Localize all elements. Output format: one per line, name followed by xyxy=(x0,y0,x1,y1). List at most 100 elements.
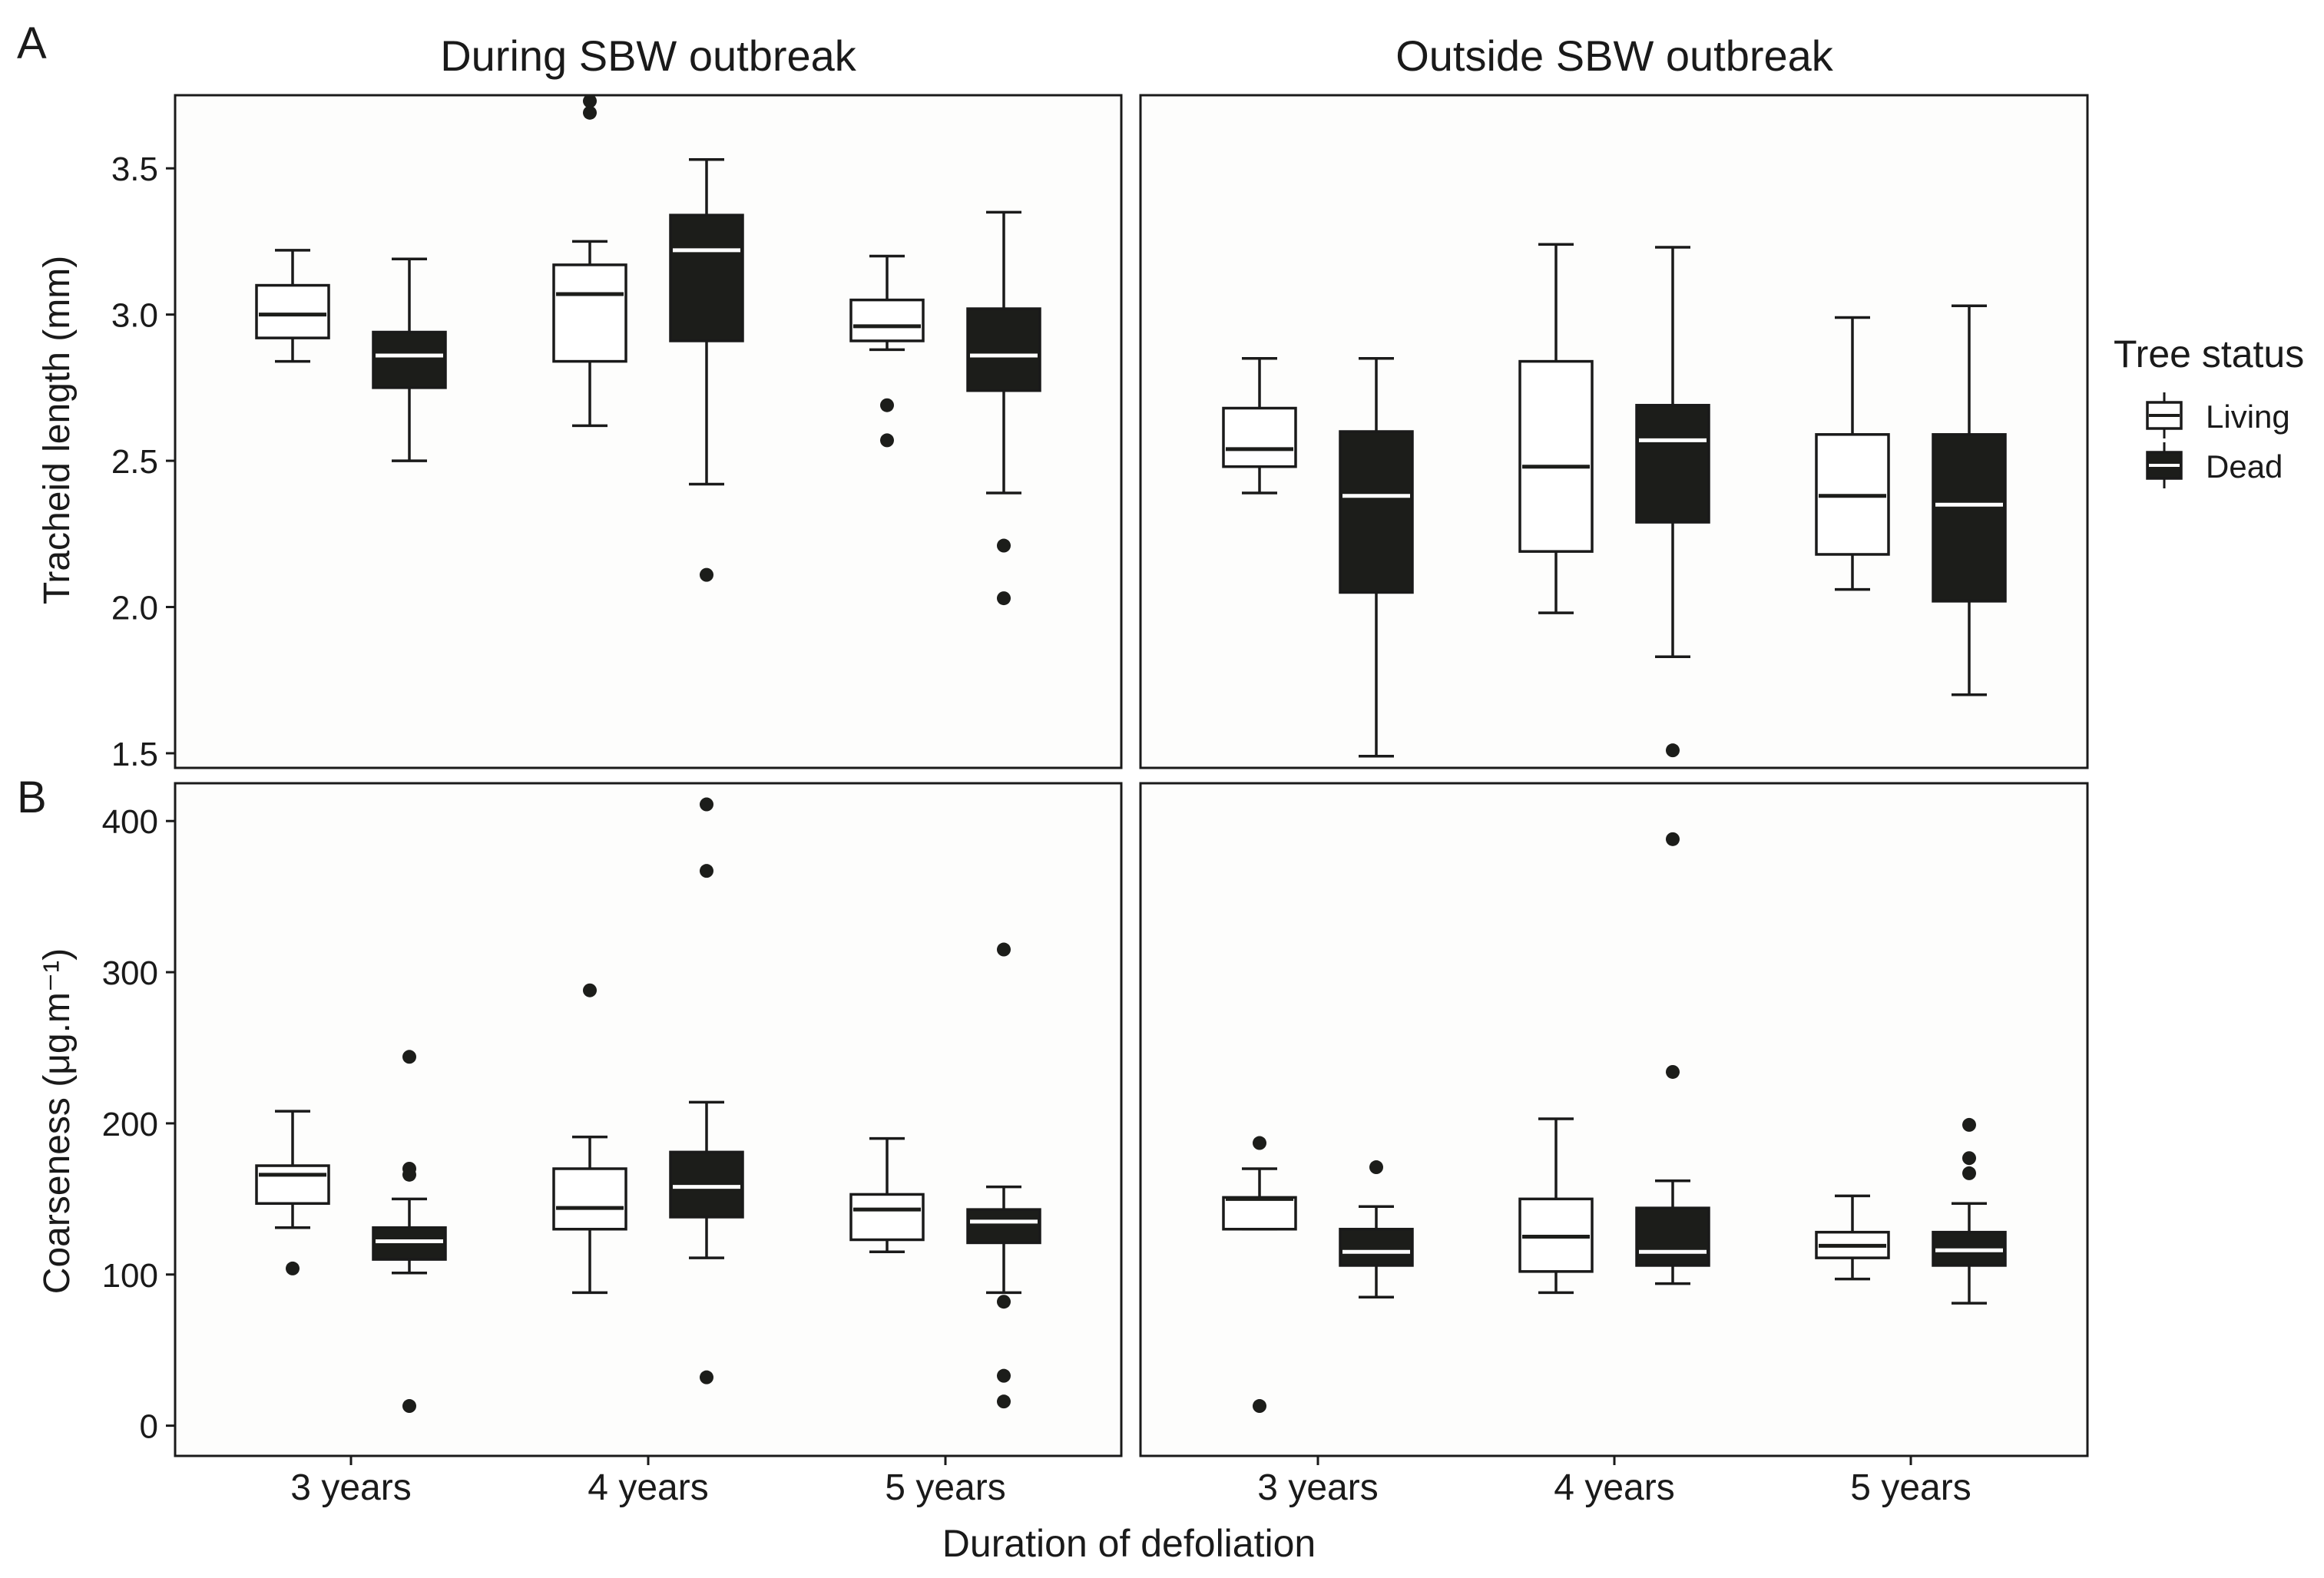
outlier-point xyxy=(1666,1064,1680,1079)
living-box-1 xyxy=(1518,243,1594,614)
y-tick-label: 100 xyxy=(102,1257,158,1295)
iqr-box xyxy=(849,1193,925,1242)
outlier-point xyxy=(997,591,1011,606)
legend-label-dead: Dead xyxy=(2206,448,2283,485)
x-tick-label: 4 years xyxy=(588,1467,708,1508)
x-tick-label: 5 years xyxy=(885,1467,1005,1508)
living-box-2 xyxy=(849,1136,925,1253)
dead-box-0 xyxy=(372,257,447,462)
outlier-point xyxy=(997,538,1011,553)
outlier-point xyxy=(997,1295,1011,1309)
iqr-box xyxy=(1222,406,1297,468)
dead-box-1 xyxy=(669,797,744,1384)
outlier-point xyxy=(700,1370,713,1384)
facet-title-outside: Outside SBW outbreak xyxy=(1395,31,1834,80)
outlier-point xyxy=(1666,743,1680,758)
y-axis-title-tracheid: Tracheid length (mm) xyxy=(37,256,78,604)
iqr-box xyxy=(1932,433,2007,603)
iqr-box xyxy=(849,298,925,342)
outlier-point xyxy=(1253,1136,1266,1150)
iqr-box xyxy=(1635,1206,1710,1267)
living-box-2 xyxy=(1815,316,1890,591)
facet-panel: 1.5 2.0 2.5 3.0 3.5 xyxy=(111,94,1123,773)
iqr-box xyxy=(372,330,447,389)
y-axis-title-coarseness: Coarseness (μg.m⁻¹) xyxy=(37,948,78,1294)
living-box-1 xyxy=(552,983,627,1295)
legend-keys xyxy=(2146,392,2183,488)
outlier-point xyxy=(402,1050,416,1064)
iqr-box xyxy=(552,263,627,363)
facet-panel: 0 100 200 300 400 xyxy=(102,782,1123,1465)
iqr-box xyxy=(552,1167,627,1231)
outlier-point xyxy=(997,1368,1011,1383)
x-tick-label: 3 years xyxy=(1257,1467,1378,1508)
facet-title-during: During SBW outbreak xyxy=(440,31,857,80)
iqr-box xyxy=(966,307,1041,392)
x-tick-label: 3 years xyxy=(290,1467,411,1508)
living-box-2 xyxy=(849,254,925,448)
outlier-point xyxy=(286,1261,300,1275)
dead-box-0 xyxy=(1339,357,1414,758)
living-box-1 xyxy=(552,94,627,428)
outlier-point xyxy=(880,398,894,412)
iqr-box xyxy=(372,1226,447,1261)
x-tick-labels: 3 years 4 years 5 years 3 years 4 years … xyxy=(290,1467,1971,1508)
living-box-2 xyxy=(1815,1194,1890,1281)
outlier-point xyxy=(1962,1166,1976,1180)
dead-box-2 xyxy=(1932,1117,2007,1305)
living-box-0 xyxy=(255,249,330,363)
plot-panels: 1.5 2.0 2.5 3.0 3.5 0 100 200 300 400 xyxy=(102,94,2089,1465)
legend-label-living: Living xyxy=(2206,399,2290,435)
iqr-box xyxy=(966,1208,1041,1245)
legend-key-dead xyxy=(2146,442,2183,488)
y-tick-label: 2.5 xyxy=(111,443,158,481)
outlier-point xyxy=(402,1161,416,1176)
dead-box-0 xyxy=(1339,1160,1414,1299)
outlier-point xyxy=(1369,1160,1383,1175)
outlier-point xyxy=(402,1399,416,1414)
y-tick-label: 3.0 xyxy=(111,297,158,335)
y-tick-label: 200 xyxy=(102,1106,158,1143)
x-tick-label: 5 years xyxy=(1850,1467,1971,1508)
living-box-0 xyxy=(255,1110,330,1275)
living-box-0 xyxy=(1222,1136,1297,1414)
outlier-point xyxy=(1962,1117,1976,1132)
dead-box-2 xyxy=(966,942,1041,1409)
legend-key-living xyxy=(2146,392,2183,438)
y-tick-label: 400 xyxy=(102,803,158,841)
iqr-box xyxy=(1635,403,1710,524)
iqr-box xyxy=(669,213,744,342)
iqr-box xyxy=(669,1150,744,1219)
outlier-point xyxy=(1253,1399,1266,1414)
legend-title: Tree status xyxy=(2114,332,2304,375)
iqr-box xyxy=(1339,1227,1414,1267)
outlier-point xyxy=(880,433,894,448)
dead-box-1 xyxy=(1635,832,1710,1285)
living-box-1 xyxy=(1518,1117,1594,1295)
outlier-point xyxy=(583,983,597,997)
outlier-point xyxy=(583,105,597,120)
y-tick-label: 0 xyxy=(140,1408,158,1446)
dead-box-2 xyxy=(1932,304,2007,696)
iqr-box xyxy=(255,283,330,339)
panel-frame xyxy=(1139,782,2089,1457)
dead-box-0 xyxy=(372,1050,447,1414)
dead-box-1 xyxy=(669,158,744,582)
panel-label-b: B xyxy=(17,772,47,822)
outlier-point xyxy=(700,864,713,878)
y-tick-label: 2.0 xyxy=(111,590,158,627)
dead-box-1 xyxy=(1635,246,1710,758)
outlier-point xyxy=(1666,832,1680,846)
panel-frame xyxy=(174,94,1123,769)
outlier-point xyxy=(700,567,713,582)
legend: Tree status Living Dead xyxy=(2114,332,2304,488)
outlier-point xyxy=(700,797,713,812)
outlier-point xyxy=(583,94,597,108)
iqr-box xyxy=(255,1164,330,1206)
iqr-box xyxy=(1339,430,1414,594)
facet-panel xyxy=(1139,94,2089,769)
panel-frame xyxy=(1139,94,2089,769)
x-axis-title: Duration of defoliation xyxy=(942,1522,1316,1565)
living-box-0 xyxy=(1222,357,1297,495)
